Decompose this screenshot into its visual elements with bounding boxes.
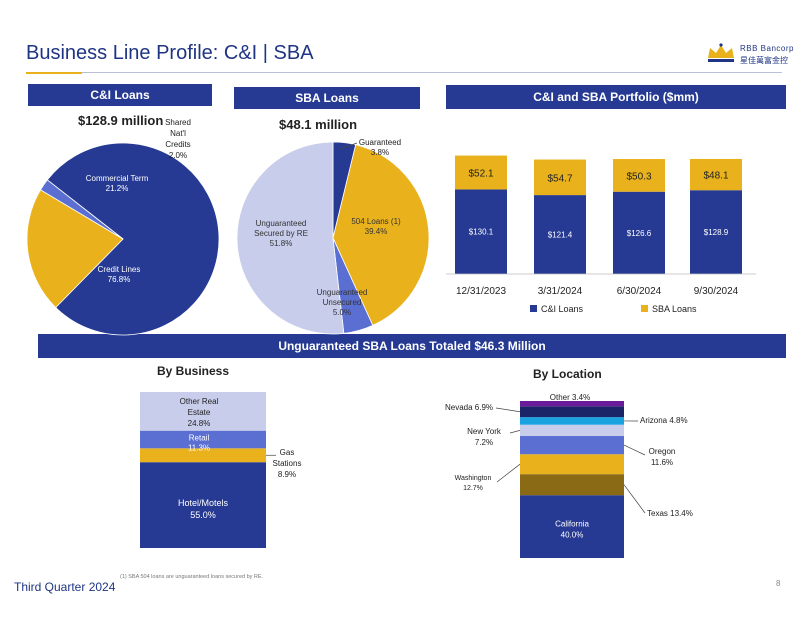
by-business-title: By Business: [157, 364, 230, 378]
footer-quarter: Third Quarter 2024: [14, 580, 116, 594]
sba-pie-title: $48.1 million: [279, 117, 358, 132]
page-number: 8: [776, 579, 781, 588]
portfolio-label-sba-0: $52.1: [468, 169, 493, 180]
title-accent-rule: [26, 72, 82, 74]
logo-chinese-name: 星佳萬富金控: [740, 56, 788, 65]
location-label-other: Other 3.4%: [550, 393, 590, 402]
location-segment-other: [520, 401, 624, 407]
location-label-washington: Washington 12.7%: [455, 475, 492, 492]
logo-name: RBB Bancorp: [740, 44, 794, 53]
sba-loans-header: SBA Loans: [234, 87, 420, 109]
location-nevada-leader-line: [495, 407, 521, 413]
by-location-title: By Location: [533, 367, 602, 381]
location-texas-leader-line: [623, 484, 646, 514]
portfolio-tick-2: 6/30/2024: [617, 286, 662, 297]
location-label-new-york: New York 7.2%: [467, 427, 502, 447]
portfolio-label-sba-2: $50.3: [626, 171, 651, 182]
business-label-retail: Retail 11.3%: [188, 434, 210, 453]
portfolio-label-ci-2: $126.6: [627, 229, 652, 238]
portfolio-bar-sba-0: [455, 155, 507, 190]
location-label-nevada: Nevada 6.9%: [445, 403, 493, 412]
ci-label-credit-lines: Credit Lines 76.8%: [98, 265, 141, 284]
sba-label-secured-by-re: Unguaranteed Secured by RE 51.8%: [254, 219, 308, 248]
portfolio-bar-ci-0: [455, 189, 507, 274]
ci-label-shared-credits: Shared Nat'l Credits 2.0%: [165, 118, 191, 160]
portfolio-bar-sba-3: [690, 158, 742, 191]
location-segment-new-york: [520, 424, 624, 437]
location-label-california: California 40.0%: [555, 520, 589, 540]
location-segment-oregon: [520, 436, 624, 455]
business-label-hotel-motels: Hotel/Motels 55.0%: [178, 498, 229, 520]
portfolio-bar-ci-2: [613, 191, 665, 274]
location-segment-arizona: [520, 417, 624, 425]
business-segment-hotel-motels: [140, 462, 266, 548]
portfolio-label-ci-3: $128.9: [704, 228, 729, 237]
location-label-arizona: Arizona 4.8%: [640, 416, 688, 425]
portfolio-label-sba-3: $48.1: [703, 171, 728, 182]
location-segment-nevada: [520, 406, 624, 418]
bank-logo-icon: [706, 42, 736, 69]
portfolio-tick-0: 12/31/2023: [456, 286, 506, 297]
sba-pie-slice-unguaranteed-secured-by-re: [236, 141, 345, 335]
portfolio-tick-1: 3/31/2024: [538, 286, 583, 297]
portfolio-bar-sba-1: [534, 159, 586, 196]
ci-pie-title: $128.9 million: [78, 113, 164, 128]
location-washington-leader-line: [496, 463, 521, 483]
ci-pie-slice-credit-lines: [46, 142, 220, 336]
portfolio-header: C&I and SBA Portfolio ($mm): [446, 85, 786, 109]
location-label-texas: Texas 13.4%: [647, 509, 693, 518]
business-label-gas-stations: Gas Stations 8.9%: [273, 448, 302, 479]
legend-swatch-ci: [530, 305, 537, 312]
portfolio-tick-3: 9/30/2024: [694, 286, 739, 297]
business-segment-other-real-estate: [140, 392, 266, 431]
title-divider: [82, 72, 782, 73]
ci-label-commercial-term: Commercial Term 21.2%: [86, 174, 149, 193]
location-segment-texas: [520, 474, 624, 496]
sba-label-504-loans: 504 Loans (1) 39.4%: [351, 217, 401, 236]
legend-swatch-sba: [641, 305, 648, 312]
sba-guaranteed-leader-line: [339, 142, 358, 150]
legend-label-ci: C&I Loans: [541, 304, 584, 314]
business-segment-retail: [140, 430, 266, 449]
ci-pie-slice-shared-nat-l-credits: [39, 179, 124, 240]
legend-label-sba: SBA Loans: [652, 304, 697, 314]
business-segment-gas-stations: [140, 448, 266, 463]
sba-label-unguaranteed-unsecured: Unguaranteed Unsecured 5.0%: [317, 288, 368, 317]
location-segment-california: [520, 495, 624, 558]
portfolio-bar-sba-2: [613, 159, 665, 192]
portfolio-label-sba-1: $54.7: [547, 173, 572, 184]
portfolio-bar-ci-1: [534, 195, 586, 274]
location-oregon-leader-line: [623, 444, 646, 456]
footnote: (1) SBA 504 loans are unguaranteed loans…: [120, 574, 264, 580]
location-new-york-leader-line: [509, 430, 521, 434]
sba-label-guaranteed: Guaranteed 3.8%: [359, 138, 401, 157]
unguaranteed-header: Unguaranteed SBA Loans Totaled $46.3 Mil…: [38, 334, 786, 358]
portfolio-label-ci-1: $121.4: [548, 231, 573, 240]
location-segment-washington: [520, 454, 624, 475]
portfolio-label-ci-0: $130.1: [469, 228, 494, 237]
portfolio-bar-ci-3: [690, 190, 742, 274]
ci-loans-header: C&I Loans: [28, 84, 212, 106]
business-label-other-real-estate: Other Real Estate 24.8%: [180, 397, 219, 428]
location-label-oregon: Oregon 11.6%: [649, 447, 676, 467]
ci-pie-slice-commercial-term: [26, 189, 124, 309]
sba-pie-slice-504-loans-1: [332, 144, 430, 326]
page-title: Business Line Profile: C&I | SBA: [26, 42, 314, 64]
